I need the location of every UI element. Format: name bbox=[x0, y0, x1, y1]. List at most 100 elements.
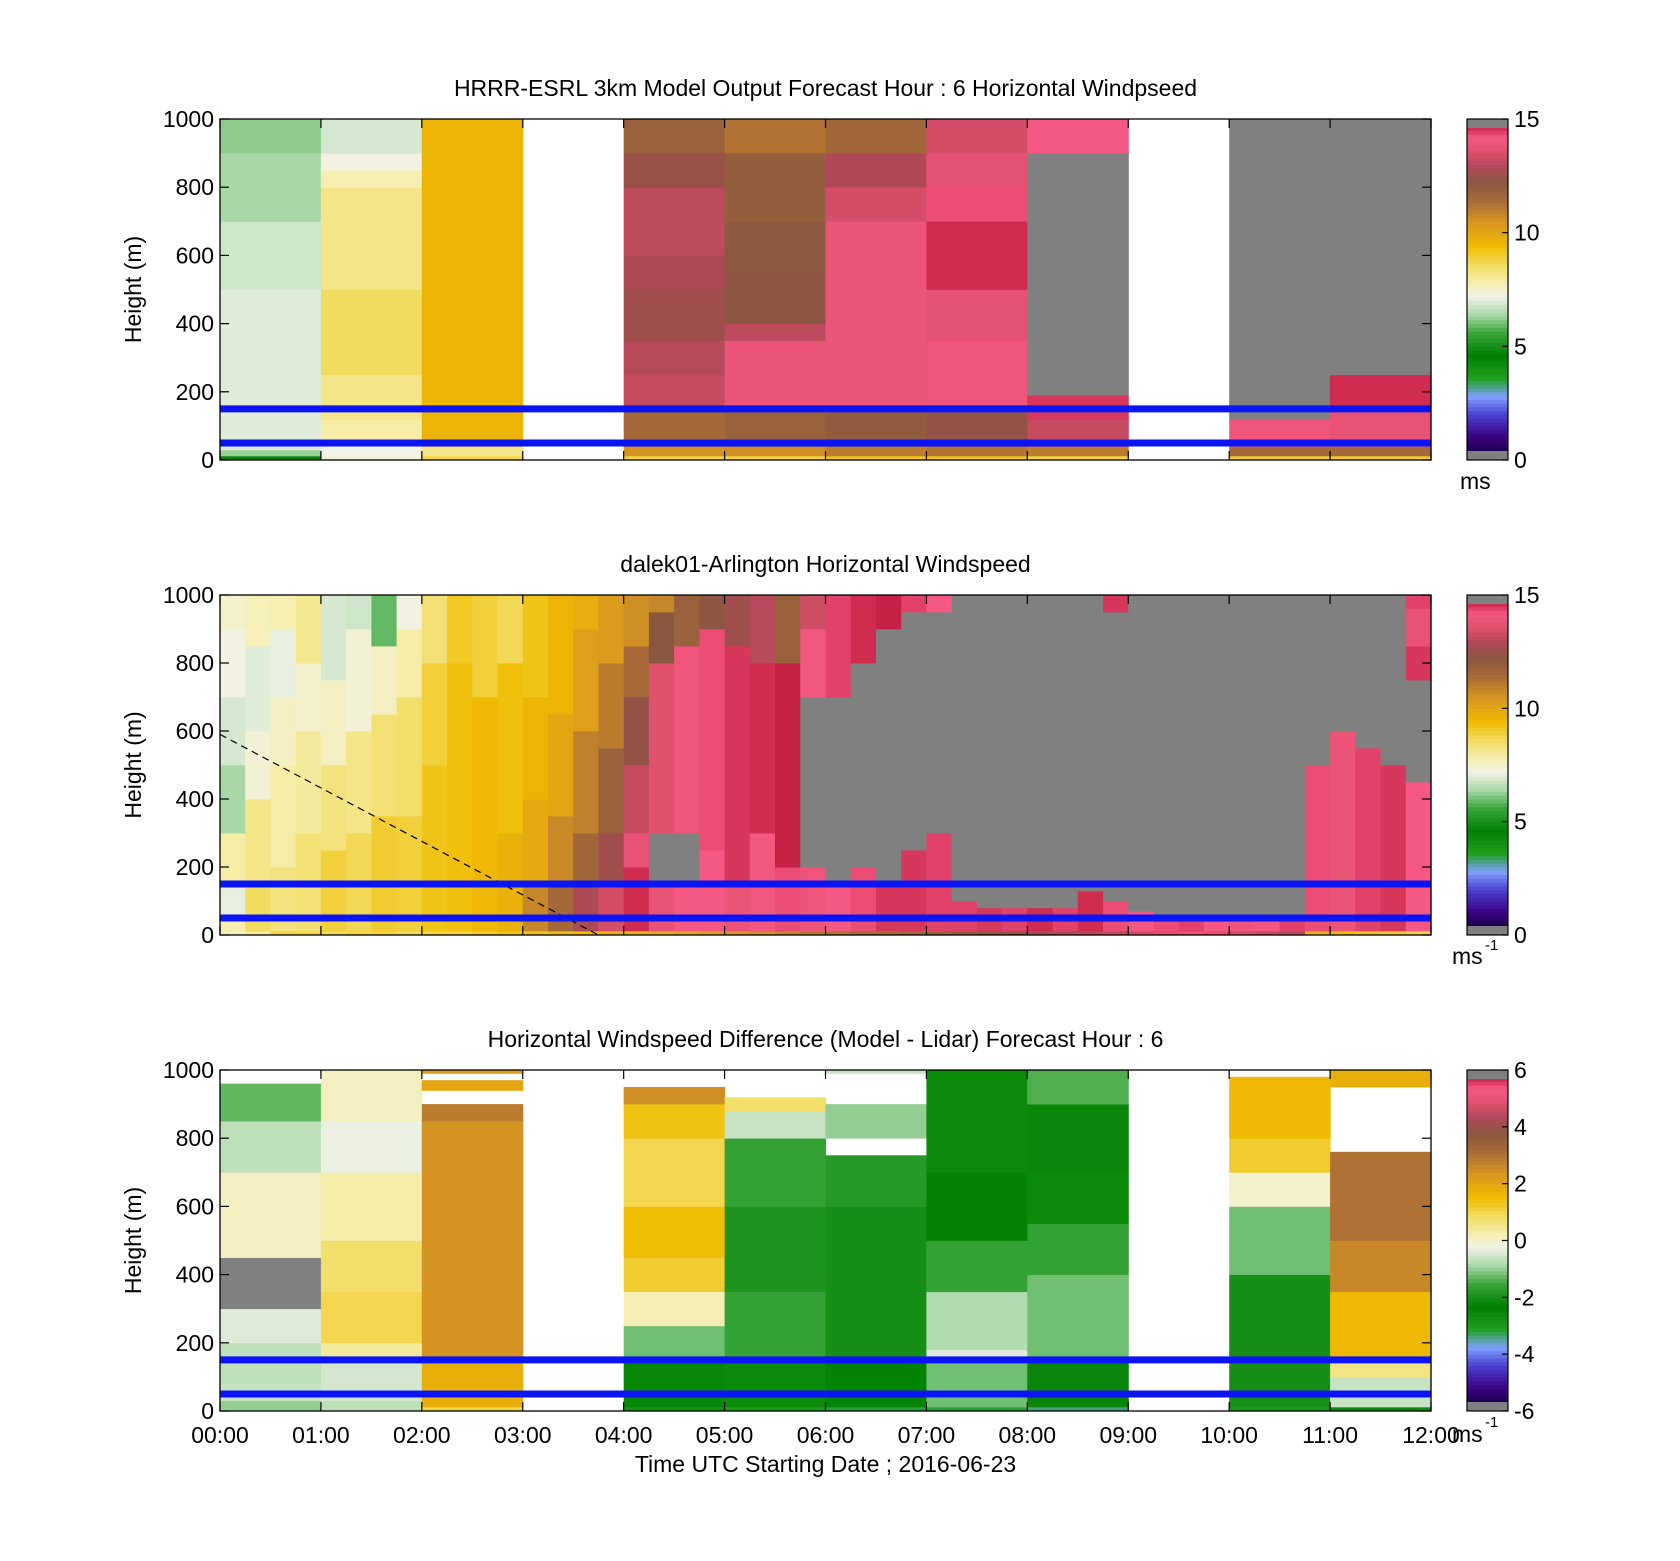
colorbar-swatch bbox=[1467, 1293, 1508, 1298]
colorbar-swatch bbox=[1467, 323, 1508, 328]
heatmap-cell bbox=[1330, 1406, 1432, 1412]
heatmap-cell bbox=[1128, 930, 1155, 936]
colorbar-tick-label: 4 bbox=[1514, 1114, 1527, 1140]
colorbar-swatch bbox=[1467, 1130, 1508, 1135]
heatmap-cell bbox=[825, 930, 852, 936]
colorbar-swatch bbox=[1467, 164, 1508, 169]
colorbar-unit: ms bbox=[1460, 468, 1491, 494]
heatmap-cell bbox=[270, 765, 297, 868]
colorbar-swatch bbox=[1467, 885, 1508, 891]
heatmap-cell bbox=[876, 930, 902, 936]
heatmap-cell bbox=[926, 595, 953, 613]
heatmap-cell bbox=[1153, 595, 1180, 919]
colorbar-swatch bbox=[1467, 919, 1508, 925]
heatmap-cell bbox=[976, 595, 1003, 909]
heatmap-cell bbox=[421, 1406, 524, 1412]
colorbar-swatch bbox=[1467, 1248, 1508, 1253]
heatmap-cell bbox=[1330, 1291, 1432, 1361]
heatmap-cell bbox=[800, 867, 827, 932]
heatmap-cell bbox=[623, 867, 650, 932]
colorbar-swatch bbox=[1467, 749, 1508, 755]
heatmap-cell bbox=[1077, 930, 1104, 936]
colorbar-swatch bbox=[1467, 1183, 1508, 1188]
heatmap-cell bbox=[724, 1291, 827, 1361]
colorbar-tick-label: 15 bbox=[1514, 582, 1540, 608]
colorbar-swatch bbox=[1467, 183, 1508, 188]
colorbar-swatch bbox=[1467, 916, 1508, 921]
colorbar-swatch bbox=[1467, 753, 1508, 758]
colorbar-swatch bbox=[1467, 1346, 1508, 1351]
heatmap-cell bbox=[371, 816, 398, 932]
heatmap-cell bbox=[724, 646, 751, 885]
heatmap-cell bbox=[699, 629, 726, 851]
y-tick-label: 0 bbox=[201, 1398, 214, 1424]
colorbar-swatch bbox=[1467, 425, 1508, 431]
colorbar-swatch bbox=[1467, 119, 1508, 128]
colorbar-swatch bbox=[1467, 1388, 1508, 1393]
colorbar-swatch bbox=[1467, 172, 1508, 177]
heatmap-cell bbox=[1027, 1274, 1129, 1361]
heatmap-cell bbox=[724, 153, 827, 222]
heatmap-cell bbox=[320, 765, 347, 851]
heatmap-cell bbox=[1027, 1406, 1129, 1412]
heatmap-cell bbox=[1330, 1151, 1432, 1241]
heatmap-cell bbox=[749, 930, 776, 936]
heatmap-cell bbox=[1330, 595, 1356, 732]
heatmap-cell bbox=[220, 1400, 322, 1412]
colorbar-swatch bbox=[1467, 1278, 1508, 1283]
heatmap-cell bbox=[346, 930, 372, 936]
heatmap-cell bbox=[598, 663, 625, 749]
heatmap-cell bbox=[371, 930, 398, 936]
heatmap-cell bbox=[825, 187, 927, 222]
heatmap-cell bbox=[320, 170, 423, 188]
colorbar-swatch bbox=[1467, 1077, 1508, 1082]
colorbar-swatch bbox=[1467, 791, 1508, 796]
colorbar-swatch bbox=[1467, 414, 1508, 419]
heatmap-cell bbox=[1229, 921, 1255, 932]
colorbar-swatch bbox=[1467, 388, 1508, 393]
heatmap-cell bbox=[850, 867, 877, 932]
colorbar-swatch bbox=[1467, 1335, 1508, 1340]
y-tick-label: 1000 bbox=[163, 1057, 214, 1083]
heatmap-cell bbox=[421, 446, 524, 457]
panel-3: Horizontal Windspeed Difference (Model -… bbox=[120, 1026, 1535, 1477]
heatmap-cell bbox=[623, 697, 650, 766]
colorbar-swatch bbox=[1467, 882, 1508, 887]
heatmap-cell bbox=[320, 930, 347, 936]
heatmap-cell bbox=[1153, 930, 1180, 936]
heatmap-cell bbox=[1229, 119, 1331, 420]
heatmap-cell bbox=[548, 884, 574, 932]
colorbar-swatch bbox=[1467, 346, 1508, 351]
heatmap-cell bbox=[270, 595, 297, 630]
colorbar-tick-label: 0 bbox=[1514, 447, 1527, 473]
colorbar-swatch bbox=[1467, 859, 1508, 864]
heatmap-cell bbox=[623, 765, 650, 834]
colorbar-swatch bbox=[1467, 338, 1508, 344]
heatmap-cell bbox=[598, 833, 625, 885]
heatmap-cell bbox=[1304, 595, 1331, 766]
colorbar-swatch bbox=[1467, 1384, 1508, 1389]
heatmap-cell bbox=[270, 629, 297, 698]
heatmap-cell bbox=[421, 663, 448, 766]
colorbar-swatch bbox=[1467, 422, 1508, 427]
colorbar-swatch bbox=[1467, 923, 1508, 928]
heatmap-cell bbox=[926, 446, 1028, 457]
colorbar-swatch bbox=[1467, 384, 1508, 389]
heatmap-cell bbox=[270, 930, 297, 936]
heatmap-cell bbox=[472, 595, 499, 698]
heatmap-cell bbox=[623, 646, 650, 698]
colorbar-swatch bbox=[1467, 761, 1508, 766]
colorbar-swatch bbox=[1467, 1312, 1508, 1317]
heatmap-cell bbox=[926, 1172, 1028, 1241]
colorbar-swatch bbox=[1467, 372, 1508, 378]
heatmap-cell bbox=[598, 930, 625, 936]
colorbar-swatch bbox=[1467, 300, 1508, 306]
colorbar-swatch bbox=[1467, 1267, 1508, 1272]
heatmap-cell bbox=[245, 930, 271, 936]
panel-1: HRRR-ESRL 3km Model Output Forecast Hour… bbox=[120, 75, 1540, 494]
colorbar-swatch bbox=[1467, 685, 1508, 690]
x-tick-label: 11:00 bbox=[1302, 1422, 1358, 1448]
colorbar-swatch bbox=[1467, 738, 1508, 743]
colorbar-swatch bbox=[1467, 655, 1508, 660]
colorbar-swatch bbox=[1467, 840, 1508, 845]
